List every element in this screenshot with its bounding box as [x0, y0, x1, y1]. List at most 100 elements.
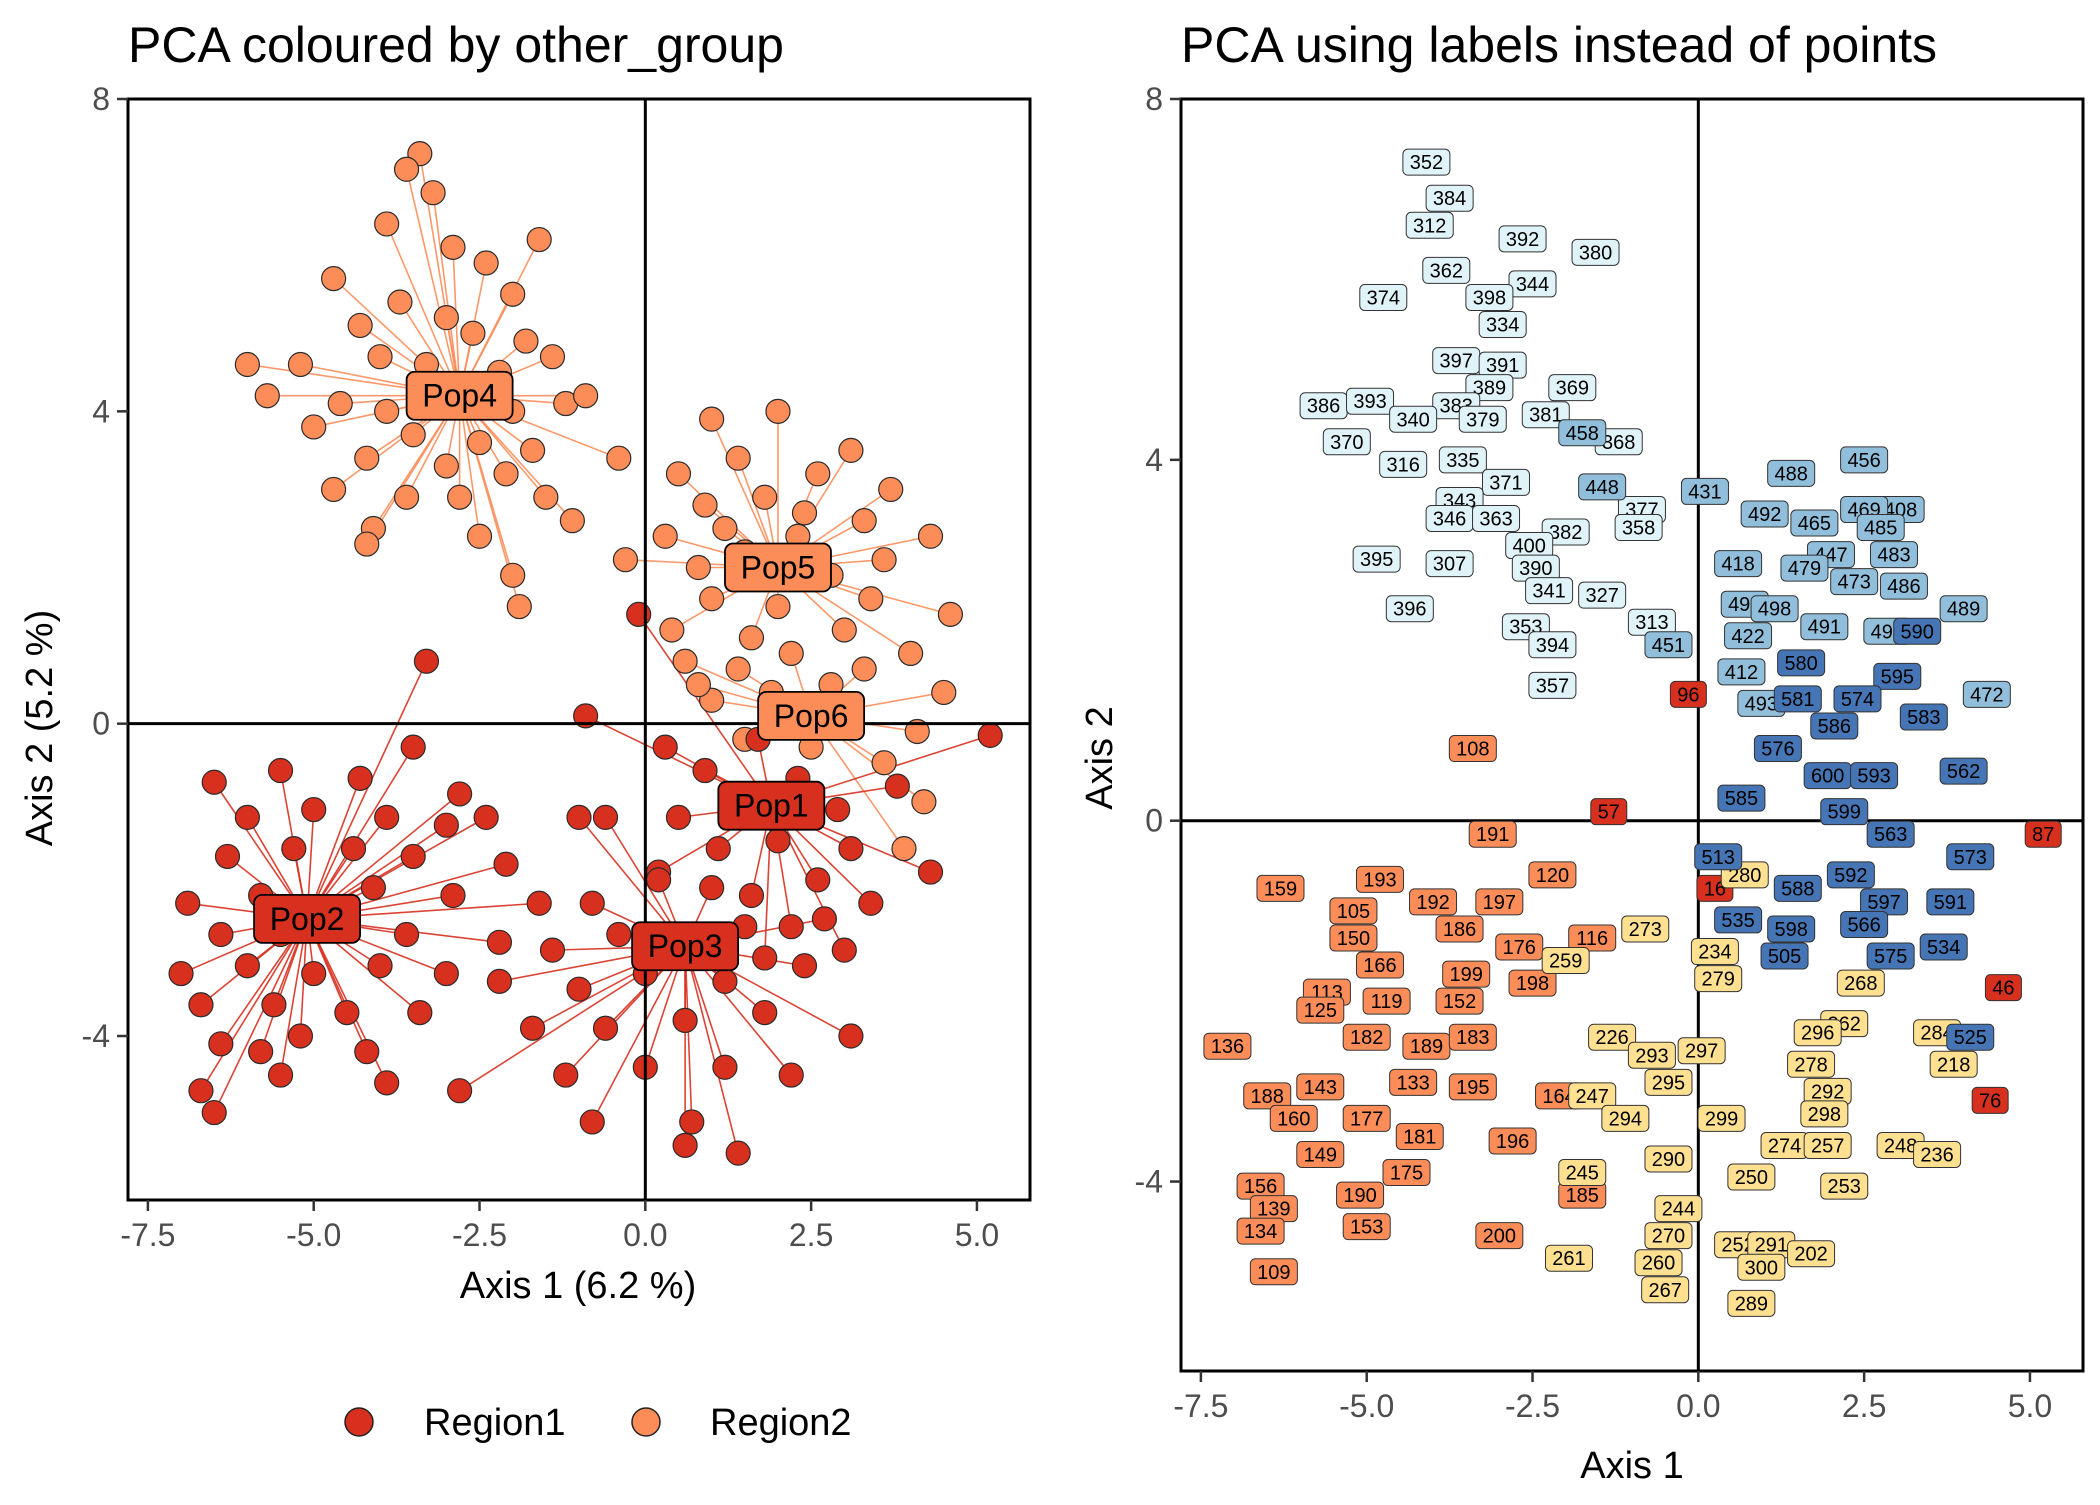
point-label-box: [1481, 468, 1530, 496]
scatter-point: [884, 773, 910, 799]
point-label: 164: [1542, 1086, 1575, 1108]
point-label: 139: [1257, 1199, 1290, 1221]
point-label-box: [1395, 1122, 1444, 1150]
point-label-box: [1856, 514, 1905, 542]
point-label-box: [1336, 1181, 1385, 1209]
scatter-point: [334, 999, 360, 1026]
left-population-labels: Pop1 Pop2 Pop3 Pop4 Pop5 Pop6: [253, 370, 866, 972]
point-label: 177: [1350, 1108, 1383, 1130]
point-label-box: [2024, 820, 2062, 848]
point-label: 465: [1798, 513, 1831, 535]
point-label: 448: [1585, 477, 1618, 499]
scatter-point: [685, 672, 711, 698]
point-label-box: [1767, 459, 1816, 487]
point-label: 535: [1721, 910, 1754, 932]
right-x-axis-label: Axis 1: [1580, 1445, 1683, 1487]
point-label: 289: [1735, 1293, 1768, 1315]
point-label-box: [1498, 225, 1547, 253]
point-label-box: [1475, 1222, 1524, 1250]
point-label: 196: [1496, 1131, 1529, 1153]
scatter-point: [699, 406, 725, 432]
point-label: 451: [1652, 635, 1685, 657]
scatter-point: [433, 812, 459, 838]
scatter-point: [440, 234, 466, 260]
point-label: 181: [1403, 1126, 1436, 1148]
point-label-box: [1528, 631, 1577, 659]
point-label: 296: [1801, 1023, 1834, 1045]
point-label: 105: [1337, 901, 1370, 923]
right-plot-title: PCA using labels instead of points: [1181, 17, 1937, 73]
point-label: 198: [1516, 973, 1549, 995]
point-label: 298: [1808, 1104, 1841, 1126]
right-x-tick-label: -7.5: [1173, 1388, 1228, 1424]
scatter-point: [725, 1140, 751, 1166]
scatter-point: [831, 937, 857, 963]
panel-left: PCA coloured by other_group -7.5 -5.0 -2.5…: [19, 17, 1032, 1307]
point-label: 280: [1728, 865, 1761, 887]
scatter-point: [433, 960, 459, 987]
point-label-box: [1727, 1163, 1776, 1191]
right-plot-area: -7.5 -5.0 -2.5 0.0 2.5 5.0 -4 0 4 8 87 96 57 16 46 76 10…: [1135, 81, 2085, 1424]
scatter-point: [626, 601, 652, 627]
right-x-tick-label: 0.0: [1676, 1388, 1720, 1424]
point-label: 380: [1579, 242, 1612, 264]
point-label-box: [1249, 1258, 1298, 1286]
right-y-tick-label: 8: [1145, 81, 1163, 117]
point-label: 191: [1476, 824, 1509, 846]
point-label-box: [1472, 504, 1521, 532]
scatter-point: [539, 937, 566, 963]
point-label-box: [1893, 617, 1942, 645]
point-label-box: [1690, 938, 1739, 966]
point-label-box: [1787, 1050, 1836, 1078]
point-label: 96: [1677, 684, 1699, 706]
point-label: 76: [1979, 1090, 2001, 1112]
point-label: 176: [1503, 937, 1536, 959]
point-label: 294: [1609, 1108, 1642, 1130]
point-label: 473: [1837, 572, 1870, 594]
point-label: 192: [1416, 892, 1449, 914]
scatter-point: [374, 1070, 400, 1096]
point-label: 297: [1685, 1041, 1718, 1063]
point-label: 593: [1857, 766, 1890, 788]
scatter-point: [573, 383, 599, 409]
point-label: 143: [1304, 1077, 1337, 1099]
point-label-box: [1714, 550, 1763, 578]
scatter-point: [692, 757, 718, 784]
point-label: 312: [1413, 215, 1446, 237]
scatter-point: [440, 882, 466, 909]
point-label-box: [1541, 947, 1590, 975]
scatter-point: [858, 586, 884, 612]
point-label: 392: [1506, 229, 1539, 251]
point-label-box: [1641, 1276, 1690, 1304]
scatter-point: [347, 765, 373, 791]
scatter-point: [672, 648, 698, 674]
scatter-point: [559, 508, 585, 534]
scatter-point: [420, 180, 446, 206]
point-label-box: [1329, 897, 1378, 925]
point-label-box: [1475, 888, 1524, 916]
scatter-point: [301, 960, 327, 987]
point-label-box: [1946, 1023, 1995, 1051]
point-label-box: [1803, 1131, 1852, 1159]
scatter-point: [513, 328, 539, 354]
scatter-point: [354, 1039, 380, 1065]
scatter-point: [898, 640, 924, 667]
point-label: 108: [1456, 739, 1489, 761]
spoke-line: [405, 169, 461, 396]
point-label-box: [1435, 987, 1484, 1015]
legend-label-region1: Region1: [424, 1402, 566, 1444]
scatter-point: [493, 851, 519, 877]
scatter-point: [805, 461, 831, 487]
point-label: 134: [1244, 1221, 1277, 1243]
right-plot-frame: [1179, 97, 2085, 1373]
point-label: 574: [1841, 689, 1874, 711]
point-label-box: [1488, 1127, 1537, 1155]
point-label: 598: [1774, 919, 1807, 941]
scatter-point: [652, 523, 678, 549]
point-label: 316: [1386, 454, 1419, 476]
point-label: 295: [1652, 1072, 1685, 1094]
point-label: 284: [1920, 1023, 1953, 1045]
scatter-point: [573, 703, 599, 729]
point-label: 313: [1635, 612, 1668, 634]
point-label: 597: [1867, 892, 1900, 914]
